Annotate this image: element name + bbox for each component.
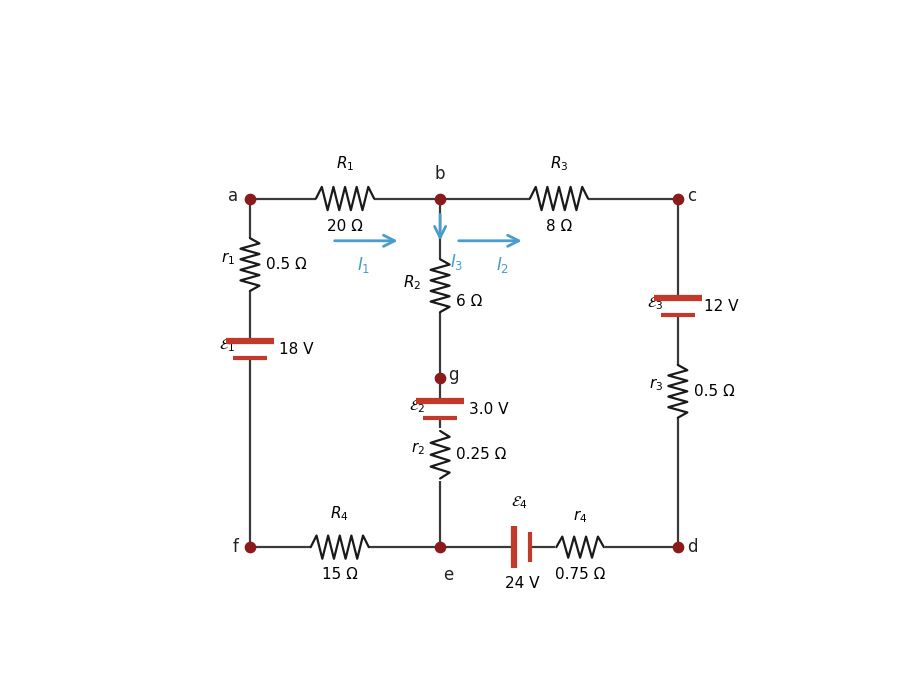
Text: 0.75 Ω: 0.75 Ω xyxy=(555,567,606,582)
Text: $I_3$: $I_3$ xyxy=(450,252,463,272)
Text: 6 Ω: 6 Ω xyxy=(456,294,482,309)
Text: g: g xyxy=(448,366,458,384)
Text: 24 V: 24 V xyxy=(505,576,539,591)
Text: $\mathcal{E}_4$: $\mathcal{E}_4$ xyxy=(511,495,527,511)
Point xyxy=(433,372,447,383)
Text: 0.5 Ω: 0.5 Ω xyxy=(694,384,734,399)
Text: c: c xyxy=(688,187,697,205)
Text: f: f xyxy=(232,538,239,556)
Point xyxy=(670,542,685,553)
Point xyxy=(243,193,257,204)
Text: $R_3$: $R_3$ xyxy=(550,154,568,173)
Text: 20 Ω: 20 Ω xyxy=(327,219,363,234)
Text: $I_1$: $I_1$ xyxy=(357,255,370,275)
Text: 18 V: 18 V xyxy=(279,342,313,357)
Text: $r_1$: $r_1$ xyxy=(221,250,235,267)
Text: 3.0 V: 3.0 V xyxy=(469,402,508,417)
Text: e: e xyxy=(443,566,453,584)
Text: 12 V: 12 V xyxy=(704,299,739,314)
Point xyxy=(433,193,447,204)
Text: $R_1$: $R_1$ xyxy=(336,154,355,173)
Text: b: b xyxy=(435,165,446,182)
Text: 15 Ω: 15 Ω xyxy=(322,567,357,582)
Text: $I_2$: $I_2$ xyxy=(496,255,508,275)
Text: 0.25 Ω: 0.25 Ω xyxy=(456,447,507,462)
Text: 0.5 Ω: 0.5 Ω xyxy=(266,257,307,272)
Text: $r_2$: $r_2$ xyxy=(411,440,426,457)
Text: $\mathcal{E}_2$: $\mathcal{E}_2$ xyxy=(410,399,426,415)
Point xyxy=(433,542,447,553)
Point xyxy=(670,193,685,204)
Text: d: d xyxy=(688,538,698,556)
Text: 8 Ω: 8 Ω xyxy=(545,219,572,234)
Text: $r_3$: $r_3$ xyxy=(649,377,663,393)
Text: $\mathcal{E}_3$: $\mathcal{E}_3$ xyxy=(646,295,663,312)
Text: $R_2$: $R_2$ xyxy=(403,274,421,292)
Text: $r_4$: $r_4$ xyxy=(573,508,588,525)
Text: $R_4$: $R_4$ xyxy=(330,505,349,523)
Point xyxy=(243,542,257,553)
Text: a: a xyxy=(229,187,238,205)
Text: $\mathcal{E}_1$: $\mathcal{E}_1$ xyxy=(219,338,235,354)
